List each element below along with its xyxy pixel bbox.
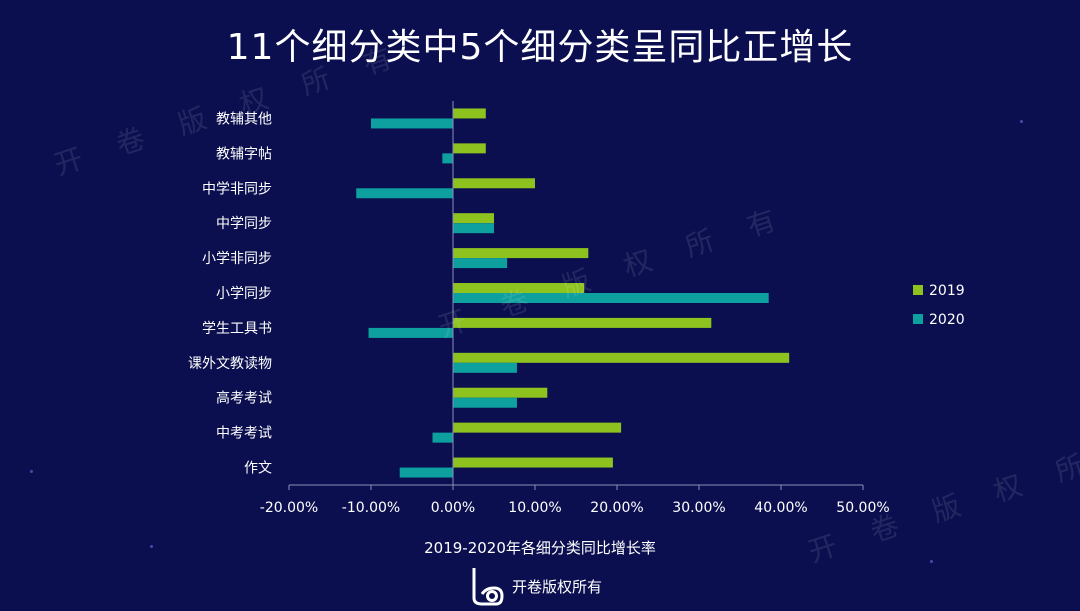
x-tick-label: 30.00% [672,500,725,516]
openbook-logo-icon [472,568,504,606]
category-label: 中学非同步 [202,181,272,197]
category-label: 作文 [244,461,272,477]
bar-2020-2 [356,188,453,199]
bar-2019-3 [453,213,494,224]
category-label: 小学非同步 [202,251,272,267]
category-label: 教辅字帖 [216,146,272,162]
bar-2019-0 [453,108,486,119]
footer: 开卷版权所有 [470,566,602,606]
x-tick-label: -10.00% [342,500,400,516]
bar-2019-5 [453,283,585,293]
bar-2019-10 [453,457,613,468]
chart-title: 11个细分类中5个细分类呈同比正增长 [226,27,854,68]
bar-2020-7 [453,362,517,373]
category-label: 中学同步 [216,216,272,232]
bar-2020-10 [399,467,453,478]
category-label: 高考考试 [216,390,272,407]
category-label: 中考考试 [216,426,272,442]
x-tick-label: 0.00% [431,500,475,516]
legend: 2019 2020 [913,283,965,328]
background-star [930,560,933,563]
x-tick-label: 40.00% [754,500,807,516]
bar-2019-9 [453,422,622,433]
copyright-text: 开卷版权所有 [512,577,603,596]
bar-2020-0 [371,118,453,129]
bar-2020-4 [453,258,508,269]
legend-label-2020: 2020 [929,312,965,328]
bar-2020-5 [453,293,769,303]
bar-2019-2 [453,178,535,189]
background-star [30,470,33,473]
legend-swatch-2019 [913,285,923,295]
bars-group [356,108,790,478]
x-axis-title: 2019-2020年各细分类同比增长率 [424,539,656,557]
bar-2019-7 [453,352,790,363]
category-labels: 教辅其他教辅字帖中学非同步中学同步小学非同步小学同步学生工具书课外文教读物高考考… [188,111,272,476]
background-star [1020,120,1023,123]
legend-swatch-2020 [913,314,923,324]
category-label: 教辅其他 [216,111,272,127]
bar-2020-8 [453,397,517,408]
category-label: 课外文教读物 [188,355,272,372]
legend-label-2019: 2019 [929,283,965,299]
bar-2020-9 [432,432,453,443]
category-label: 小学同步 [216,286,272,302]
bar-2020-6 [368,327,453,338]
x-tick-label: 10.00% [508,500,561,516]
bar-2019-8 [453,387,548,398]
bar-2019-6 [453,317,712,328]
x-tick-label: 50.00% [836,500,889,516]
bar-2020-1 [442,153,453,164]
x-axis: -20.00% -10.00% 0.00% 10.00% 20.00% 30.00% 40.… [260,101,890,516]
bar-2019-1 [453,143,486,154]
bar-2020-3 [453,223,494,234]
category-label: 学生工具书 [202,321,272,337]
x-tick-label: -20.00% [260,500,318,516]
background-star [150,545,153,548]
bar-2019-4 [453,248,589,259]
x-tick-label: 20.00% [590,500,643,516]
